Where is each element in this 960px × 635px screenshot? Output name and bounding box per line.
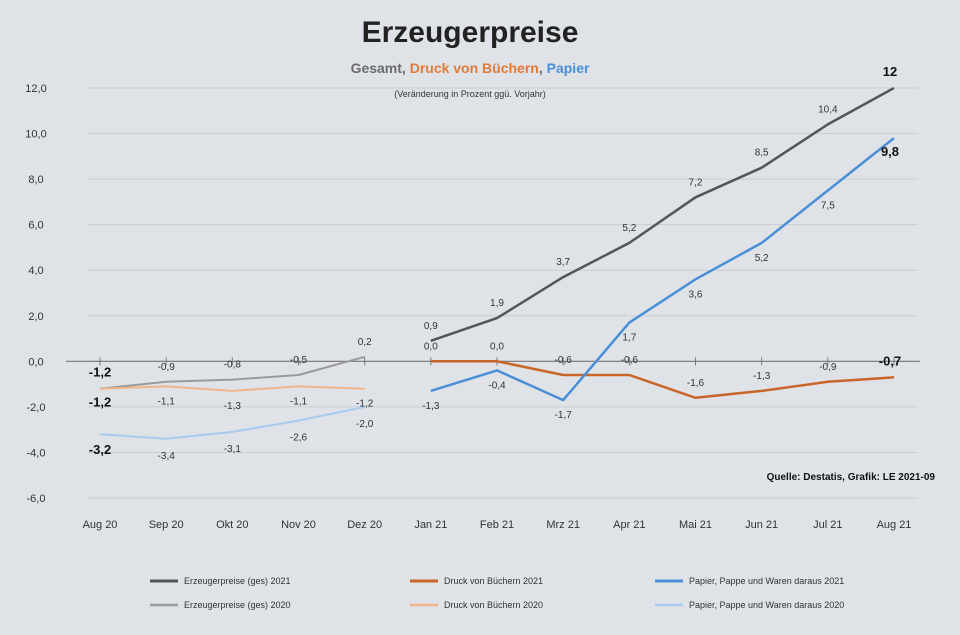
data-label: -1,2 — [356, 399, 374, 410]
y-tick-label: 6,0 — [28, 220, 43, 232]
data-label: 5,2 — [755, 253, 769, 264]
subtitle-part: Gesamt, — [351, 60, 410, 76]
data-label: -1,1 — [290, 396, 308, 407]
y-tick-label: 0,0 — [28, 356, 43, 368]
data-label: 1,9 — [490, 298, 504, 309]
data-label: 5,2 — [622, 223, 636, 234]
subtitle-part: Papier — [547, 60, 590, 76]
x-tick-label: Aug 20 — [83, 519, 118, 531]
data-label: -1,6 — [687, 378, 705, 389]
data-label: 9,8 — [881, 144, 899, 159]
data-label: -1,2 — [89, 395, 111, 410]
data-label: -2,6 — [290, 433, 308, 444]
x-tick-label: Feb 21 — [480, 519, 514, 531]
x-axis: Aug 20 Sep 20 Okt 20 Nov 20 Dez 20 Jan 21 Feb … — [66, 357, 920, 531]
x-tick-label: Apr 21 — [613, 519, 645, 531]
legend: Erzeugerpreise (ges) 2021 Druck von Büche… — [150, 576, 844, 610]
data-label: -3,2 — [89, 442, 111, 457]
legend-label: Erzeugerpreise (ges) 2021 — [184, 576, 291, 586]
series-line — [430, 86, 895, 342]
series-line — [99, 405, 365, 440]
data-label: -1,2 — [89, 365, 111, 380]
legend-label: Druck von Büchern 2021 — [444, 576, 543, 586]
x-tick-label: Mai 21 — [679, 519, 712, 531]
chart-note: (Veränderung in Prozent ggü. Vorjahr) — [394, 89, 546, 99]
x-tick-label: Okt 20 — [216, 519, 248, 531]
source-note: Quelle: Destatis, Grafik: LE 2021-09 — [767, 472, 936, 483]
y-tick-label: -4,0 — [27, 447, 46, 459]
data-label: 8,5 — [755, 148, 769, 159]
data-label: 10,4 — [818, 104, 838, 115]
data-label: 7,2 — [689, 177, 703, 188]
y-tick-label: 12,0 — [25, 83, 46, 95]
legend-label: Druck von Büchern 2020 — [444, 600, 543, 610]
data-label: -1,7 — [555, 410, 573, 421]
x-tick-label: Sep 20 — [149, 519, 184, 531]
data-label: -1,3 — [753, 371, 771, 382]
data-label: -0,9 — [158, 362, 176, 373]
x-tick-label: Nov 20 — [281, 519, 316, 531]
data-labels: 0,9 1,9 3,7 5,2 7,2 8,5 10,4 12 0,0 0,0 -0,6 -0,6 -1… — [89, 64, 901, 462]
legend-label: Erzeugerpreise (ges) 2020 — [184, 600, 291, 610]
x-tick-label: Jul 21 — [813, 519, 842, 531]
data-label: -3,1 — [224, 444, 242, 455]
data-label: 3,7 — [556, 257, 570, 268]
chart-title: Erzeugerpreise — [362, 16, 579, 49]
data-label: -0,5 — [290, 355, 308, 366]
data-label: 0,0 — [490, 341, 504, 352]
legend-label: Papier, Pappe und Waren daraus 2020 — [689, 600, 844, 610]
y-tick-label: -6,0 — [27, 493, 46, 505]
gridlines — [88, 87, 918, 499]
data-label: 0,2 — [358, 337, 372, 348]
legend-label: Papier, Pappe und Waren daraus 2021 — [689, 576, 844, 586]
data-label: 3,6 — [689, 289, 703, 300]
x-tick-label: Mrz 21 — [546, 519, 580, 531]
series-line — [430, 137, 895, 402]
data-label: -0,6 — [555, 355, 573, 366]
series-line — [430, 360, 895, 400]
subtitle-part: , — [539, 60, 547, 76]
series-line — [99, 385, 365, 392]
data-label: -3,4 — [158, 451, 176, 462]
series-line — [99, 355, 365, 390]
data-label: -0,9 — [819, 362, 837, 373]
data-label: -0,4 — [488, 380, 506, 391]
series-lines — [99, 86, 895, 440]
data-label: -0,8 — [224, 360, 242, 371]
y-tick-label: 10,0 — [25, 129, 46, 141]
y-tick-label: 8,0 — [28, 174, 43, 186]
y-tick-label: 2,0 — [28, 311, 43, 323]
data-label: 0,0 — [424, 341, 438, 352]
y-axis: -6,0 -4,0 -2,0 0,0 2,0 4,0 6,0 8,0 10,0 12,0 — [25, 83, 46, 505]
data-label: 12 — [883, 64, 897, 79]
data-label: -1,3 — [422, 401, 440, 412]
data-label: -2,0 — [356, 419, 374, 430]
x-tick-label: Jun 21 — [745, 519, 778, 531]
data-label: 0,9 — [424, 321, 438, 332]
data-label: -1,1 — [158, 396, 176, 407]
data-label: -1,3 — [224, 401, 242, 412]
data-label: 7,5 — [821, 201, 835, 212]
x-tick-label: Jan 21 — [414, 519, 447, 531]
x-tick-label: Dez 20 — [347, 519, 382, 531]
subtitle-part: Druck von Büchern — [410, 60, 539, 76]
data-label: -0,7 — [879, 353, 901, 368]
y-tick-label: 4,0 — [28, 265, 43, 277]
chart-subtitle: Gesamt, Druck von Büchern, Papier — [351, 60, 590, 76]
y-tick-label: -2,0 — [27, 402, 46, 414]
data-label: 1,7 — [622, 333, 636, 344]
x-tick-label: Aug 21 — [877, 519, 912, 531]
data-label: -0,6 — [621, 355, 639, 366]
